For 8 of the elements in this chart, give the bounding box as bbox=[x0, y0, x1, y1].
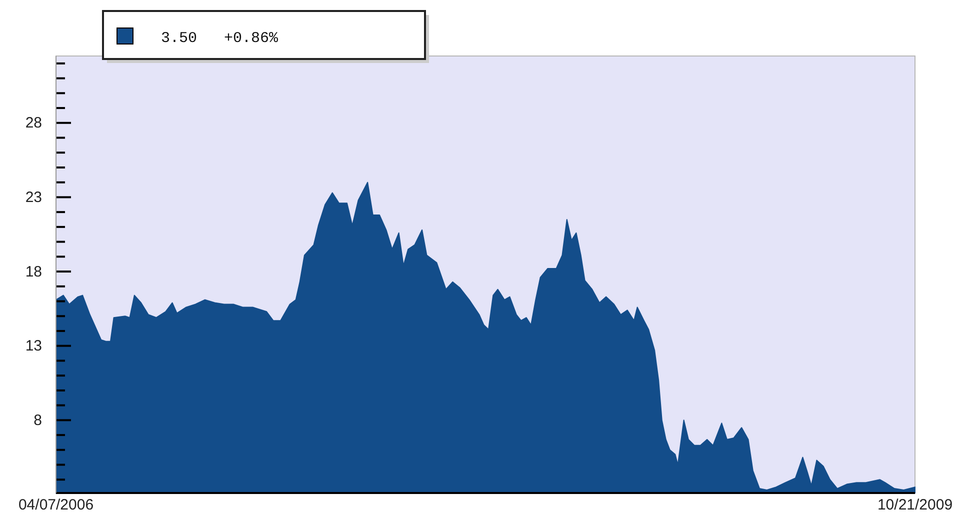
y-tick-label: 13 bbox=[25, 338, 42, 355]
y-tick-label: 23 bbox=[25, 189, 42, 206]
x-tick-label: 10/21/2009 bbox=[877, 496, 953, 514]
text: 3.50 +0.86% bbox=[161, 30, 280, 47]
x-tick-label: 04/07/2006 bbox=[18, 496, 94, 514]
y-tick-label: 28 bbox=[25, 114, 42, 132]
y-tick-label: 8 bbox=[34, 412, 42, 429]
y-tick-label: 18 bbox=[25, 263, 42, 280]
